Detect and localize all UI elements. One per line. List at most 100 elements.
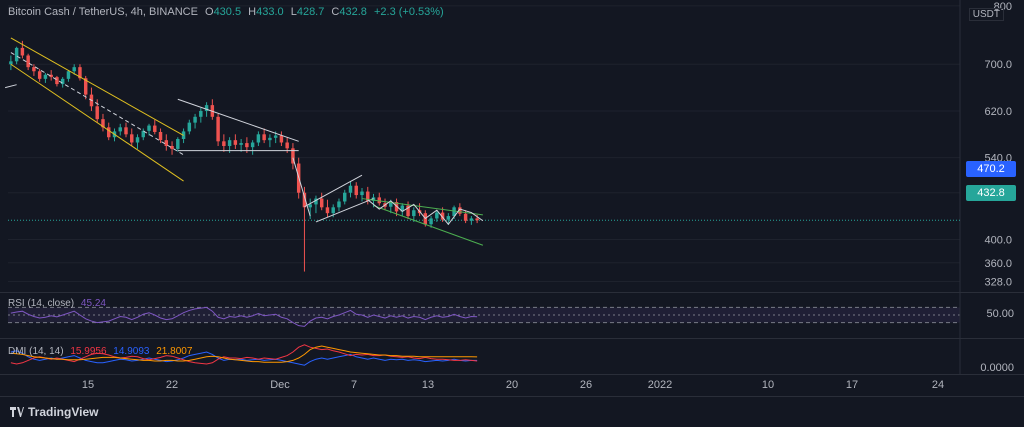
projection-path [367,199,484,226]
channel-lower-line [10,63,184,182]
candle-body [32,67,36,72]
candle-body [256,134,261,143]
candle-body [475,218,479,221]
dmi-minus-value: 15.9956 [70,346,107,357]
dmi-label[interactable]: DMI (14, 14) [8,346,64,357]
price-tick-label: 360.0 [984,258,1012,270]
candle-body [262,134,266,141]
last-price-badge: 432.8 [966,185,1016,201]
candle-body [406,205,410,217]
candle-body [469,218,474,221]
candle-body [273,135,278,138]
candle-body [222,141,226,146]
candle-body [377,197,381,204]
candle-body [389,202,393,207]
price-tick-label: 400.0 [984,234,1012,246]
time-tick-label: 15 [82,379,94,391]
candle-body [66,71,71,79]
triangle-upper-line [177,98,299,142]
candle-body [153,125,157,132]
candle-body [268,137,272,141]
high-value: 433.0 [256,6,284,18]
candle-body [204,105,209,111]
candle-body [227,140,232,146]
candle-body [49,74,53,78]
candle-body [463,213,468,221]
candle-body [343,192,347,202]
candle-body [371,197,376,201]
dmi-legend: DMI (14, 14) 15.9956 14.9093 21.8007 [8,346,192,357]
close-label: C [331,6,340,18]
candle-body [193,116,197,123]
currency-label[interactable]: USDT [968,8,1004,21]
candle-body [141,130,145,138]
dmi-minus-line [10,344,478,365]
candle-body [239,143,243,145]
candle-body [37,71,42,79]
adx-value: 21.8007 [156,346,193,357]
candle-body [216,116,220,142]
tradingview-brand[interactable]: TradingView [10,405,98,419]
candle-body [331,207,335,214]
high-label: H [248,6,257,18]
rsi-label[interactable]: RSI (14, close) [8,298,75,309]
candle-body [43,74,48,79]
candle-body [101,119,105,128]
candle-body [366,191,370,201]
low-label: L [290,6,297,18]
time-tick-label: 26 [580,379,592,391]
open-value: 430.5 [213,6,242,18]
time-tick-label: 24 [932,379,944,391]
open-label: O [205,6,214,18]
candle-body [78,67,82,79]
candle-body [452,207,456,217]
candle-body [440,212,445,220]
candle-body [360,191,364,196]
rsi-level-label: 50.00 [986,308,1014,320]
rsi-pane[interactable]: RSI (14, close) 45.24 50.00 [0,292,1024,338]
price-tick-label: 700.0 [984,59,1012,71]
wedge-upper-line [361,198,483,216]
candle-body [176,138,180,149]
candle-body [325,207,330,214]
time-tick-label: 22 [166,379,178,391]
legend-header: Bitcoin Cash / TetherUS, 4h, BINANCE O43… [8,6,444,18]
dmi-pane[interactable]: DMI (14, 14) 15.9956 14.9093 21.8007 0.0… [0,338,1024,374]
candle-body [164,140,169,146]
candle-body [337,201,341,208]
time-axis[interactable]: 15 22 Dec 7 13 20 26 2022 10 17 24 [0,374,1024,396]
candle-body [9,61,13,65]
rsi-value: 45.24 [80,298,106,309]
rsi-chart-svg [0,292,1024,338]
channel-upper-line [10,37,184,136]
time-tick-label: 2022 [648,379,672,391]
candle-body [354,185,358,196]
flag-lower-line [315,198,374,223]
candle-body [199,110,203,117]
candle-body [319,198,324,208]
time-tick-label: 10 [762,379,774,391]
candle-body [107,127,111,138]
alert-price-badge: 470.2 [966,161,1016,177]
candle-body [245,143,249,148]
tradingview-logo-icon [10,406,24,417]
candle-body [55,77,59,85]
candle-body [170,146,174,149]
candle-body [285,142,289,149]
candle-body [348,185,353,193]
time-axis-svg: 15 22 Dec 7 13 20 26 2022 10 17 24 [0,374,1024,391]
drop-arrow-line [292,157,311,217]
dmi-plus-line [10,350,478,366]
candle-body [435,212,439,219]
candle-body [314,198,318,205]
symbol-title[interactable]: Bitcoin Cash / TetherUS, 4h, BINANCE [8,6,198,18]
price-tick-label: 328.0 [984,276,1012,288]
flag-upper-line [304,174,363,208]
candle-body [95,106,99,120]
candle-body [308,204,312,208]
time-tick-label: Dec [270,379,290,391]
candle-body [233,140,238,145]
candle-body [14,47,19,62]
